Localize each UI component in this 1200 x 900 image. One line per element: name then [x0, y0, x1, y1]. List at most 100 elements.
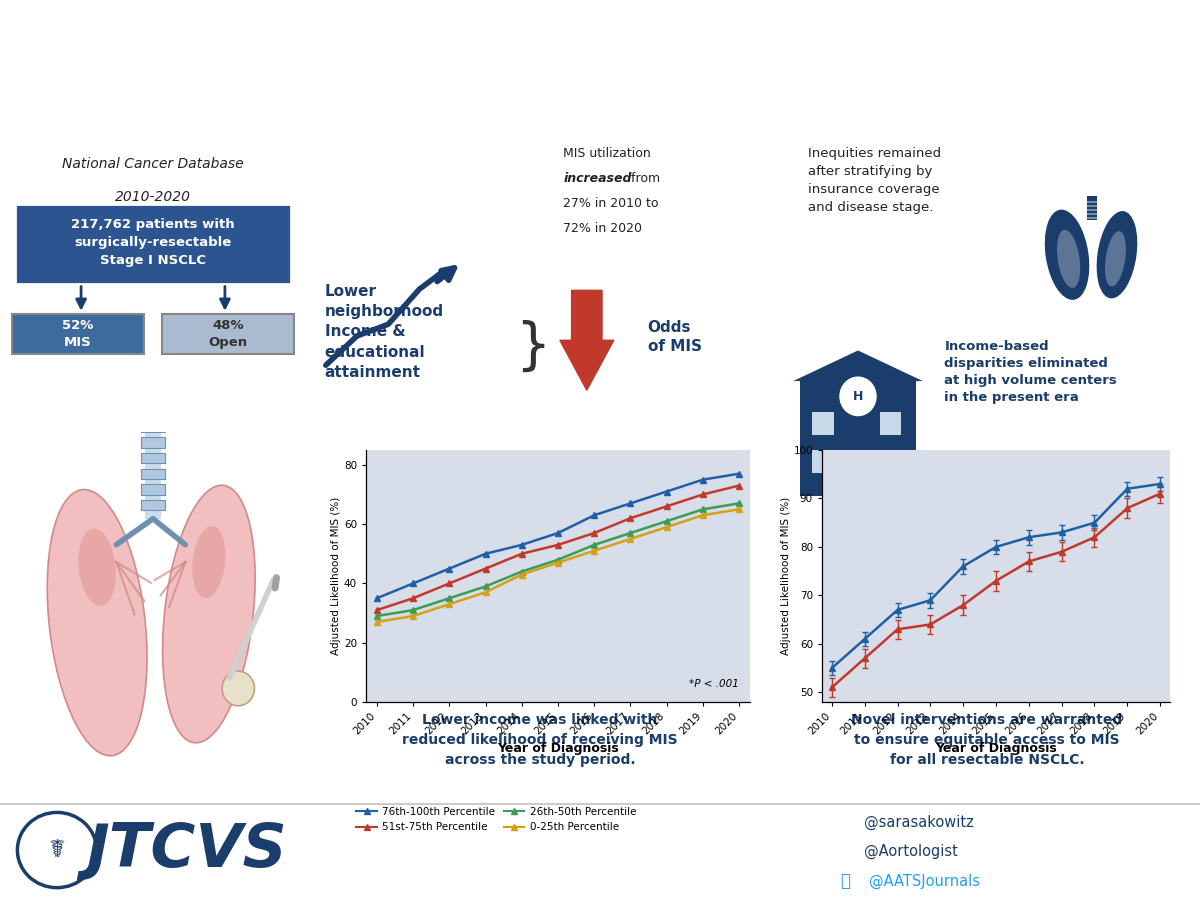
Text: Odds
of MIS: Odds of MIS [648, 320, 702, 355]
0-25th Percentile [660, 522, 674, 533]
Line: 76th-100th Percentile: 76th-100th Percentile [373, 471, 743, 601]
76th-100th Percentile [515, 539, 529, 550]
Bar [812, 450, 834, 472]
51st-75th Percentile [623, 513, 637, 524]
Bar [145, 363, 161, 518]
FancyBboxPatch shape [12, 313, 144, 354]
76th-100th Percentile [479, 548, 493, 559]
Ellipse shape [192, 526, 226, 599]
Bar [140, 484, 166, 494]
Text: @sarasakowitz: @sarasakowitz [864, 814, 973, 830]
Bar [812, 411, 834, 435]
Text: Novel interventions are warranted
to ensure equitable access to MIS
for all rese: Novel interventions are warranted to ens… [851, 713, 1123, 767]
Bar [140, 469, 166, 479]
Text: 2010-2020: 2010-2020 [115, 191, 191, 204]
Circle shape [839, 376, 877, 416]
Text: 52%
MIS: 52% MIS [62, 319, 94, 348]
76th-100th Percentile [370, 593, 384, 604]
Bar [140, 391, 166, 401]
Text: Inequities remained
after stratifying by
insurance coverage
and disease stage.: Inequities remained after stratifying by… [808, 147, 941, 214]
Ellipse shape [162, 485, 256, 742]
Ellipse shape [1105, 231, 1126, 286]
Y-axis label: Adjusted Likelihood of MIS (%): Adjusted Likelihood of MIS (%) [331, 497, 341, 655]
0-25th Percentile [370, 616, 384, 627]
Text: H: H [853, 390, 863, 403]
Bar [880, 450, 901, 472]
Text: JTCVS: JTCVS [85, 821, 287, 880]
Text: 72% in 2020: 72% in 2020 [564, 222, 642, 236]
51st-75th Percentile [442, 578, 456, 589]
Text: Association of Socioeconomic Status with Utilization of: Association of Socioeconomic Status with… [266, 39, 934, 58]
Bar [140, 437, 166, 448]
26th-50th Percentile [660, 516, 674, 526]
Ellipse shape [47, 490, 148, 756]
X-axis label: Year of Diagnosis: Year of Diagnosis [497, 742, 619, 755]
0-25th Percentile [515, 569, 529, 580]
FancyBboxPatch shape [16, 203, 290, 284]
Bar [140, 406, 166, 417]
26th-50th Percentile [551, 554, 565, 565]
26th-50th Percentile [479, 581, 493, 592]
76th-100th Percentile [442, 563, 456, 574]
Y-axis label: Adjusted Likelihood of MIS (%): Adjusted Likelihood of MIS (%) [780, 497, 791, 655]
Ellipse shape [1045, 210, 1090, 300]
0-25th Percentile [406, 610, 420, 621]
0-25th Percentile [587, 545, 601, 556]
51st-75th Percentile [515, 548, 529, 559]
26th-50th Percentile [587, 539, 601, 550]
Text: @Aortologist: @Aortologist [864, 844, 958, 859]
51st-75th Percentile [551, 539, 565, 550]
Text: *P < .001: *P < .001 [689, 680, 738, 689]
Line: 26th-50th Percentile: 26th-50th Percentile [373, 500, 743, 619]
Line: 51st-75th Percentile: 51st-75th Percentile [373, 482, 743, 613]
Bar [841, 450, 875, 496]
Text: 🐦: 🐦 [840, 872, 850, 890]
Text: Lower income was linked with
reduced likelihood of receiving MIS
across the stud: Lower income was linked with reduced lik… [402, 713, 678, 767]
26th-50th Percentile [515, 566, 529, 577]
Text: }: } [515, 320, 551, 374]
Text: 27% in 2010 to: 27% in 2010 to [564, 197, 659, 210]
FancyBboxPatch shape [162, 313, 294, 354]
Ellipse shape [222, 671, 254, 706]
0-25th Percentile [623, 534, 637, 544]
Text: Minimally-Invasive Resection for Non-Small Cell Lung Cancer: Minimally-Invasive Resection for Non-Sma… [232, 90, 968, 111]
Text: from: from [626, 173, 660, 185]
Ellipse shape [1097, 212, 1138, 299]
51st-75th Percentile [696, 489, 710, 500]
0-25th Percentile [551, 557, 565, 568]
76th-100th Percentile [660, 486, 674, 497]
51st-75th Percentile [479, 563, 493, 574]
Polygon shape [793, 350, 923, 381]
Text: ☤: ☤ [49, 838, 65, 862]
Ellipse shape [1057, 230, 1080, 288]
0-25th Percentile [479, 587, 493, 598]
26th-50th Percentile [623, 527, 637, 538]
Bar [880, 411, 901, 435]
X-axis label: Year of Diagnosis: Year of Diagnosis [935, 742, 1057, 755]
51st-75th Percentile [370, 605, 384, 616]
0-25th Percentile [442, 598, 456, 609]
Text: National Cancer Database: National Cancer Database [62, 158, 244, 171]
26th-50th Percentile [442, 593, 456, 604]
76th-100th Percentile [406, 578, 420, 589]
Bar [1086, 196, 1098, 220]
76th-100th Percentile [587, 509, 601, 520]
Ellipse shape [78, 528, 116, 606]
76th-100th Percentile [696, 474, 710, 485]
Text: 217,762 patients with
surgically-resectable
Stage I NSCLC: 217,762 patients with surgically-resecta… [71, 218, 235, 267]
Text: 48%
Open: 48% Open [209, 319, 247, 348]
51st-75th Percentile [660, 501, 674, 512]
0-25th Percentile [732, 504, 746, 515]
76th-100th Percentile [551, 527, 565, 538]
FancyArrow shape [560, 291, 613, 391]
51st-75th Percentile [732, 481, 746, 491]
26th-50th Percentile [370, 610, 384, 621]
51st-75th Percentile [406, 593, 420, 604]
Text: Lower
neighborhood
Income &
educational
attainment: Lower neighborhood Income & educational … [325, 284, 444, 381]
Bar [800, 381, 916, 496]
Text: increased: increased [564, 173, 632, 185]
Bar [140, 422, 166, 432]
Legend: 76th-100th Percentile, 51st-75th Percentile, 26th-50th Percentile, 0-25th Percen: 76th-100th Percentile, 51st-75th Percent… [352, 803, 641, 836]
Text: MIS utilization: MIS utilization [564, 147, 652, 160]
Text: Income-based
disparities eliminated
at high volume centers
in the present era: Income-based disparities eliminated at h… [944, 340, 1117, 404]
